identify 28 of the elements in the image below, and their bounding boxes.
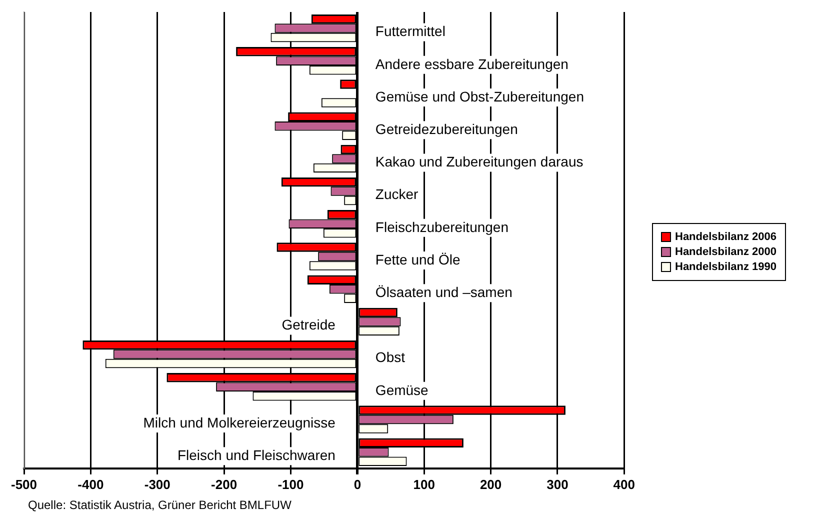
text: Handelsbilanz 1990 (675, 261, 776, 273)
y-tick-label: Milch und Molkereierzeugnisse (143, 414, 336, 430)
y-tick-label: Gemüse (375, 382, 429, 398)
x-tick-label: 200 (480, 476, 502, 492)
x-tick-label: 100 (413, 476, 435, 492)
y-tick-label: Fleischzubereitungen (375, 218, 509, 235)
y-tick-label: Gemüse und Obst-Zubereitungen (375, 88, 584, 104)
y-tick-label: Andere essbare Zubereitungen (375, 56, 568, 72)
legend-label: Handelsbilanz 2006 (675, 231, 776, 243)
y-tick-label: Kakao und Zubereitungen daraus (375, 154, 584, 170)
y-tick-label: Futtermittel (375, 23, 446, 40)
y-tick-label: Getreide (282, 316, 336, 333)
y-tick-label: Fette und Öle (375, 251, 460, 268)
x-tick-label: 300 (546, 476, 568, 492)
y-tick-label: Getreidezubereitungen (375, 120, 518, 137)
legend-label: Handelsbilanz 2000 (675, 246, 776, 258)
x-tick-label: -200 (211, 476, 238, 492)
x-tick-label: -100 (278, 476, 304, 492)
x-tick-label: 400 (613, 476, 636, 492)
y-tick-label: Ölsaaten und –samen (375, 284, 512, 300)
x-tick-label: -500 (10, 476, 38, 492)
y-tick-label: Fleisch und Fleischwaren (177, 446, 336, 463)
source-note: Quelle: Statistik Austria, Grüner Bericht BMLFUW (28, 498, 292, 512)
x-tick-label: -400 (78, 476, 104, 492)
y-tick-label: Zucker (375, 186, 419, 202)
x-tick-label: 0 (354, 476, 362, 492)
y-tick-label: Obst (375, 349, 406, 366)
x-tick-label: -300 (144, 476, 170, 492)
